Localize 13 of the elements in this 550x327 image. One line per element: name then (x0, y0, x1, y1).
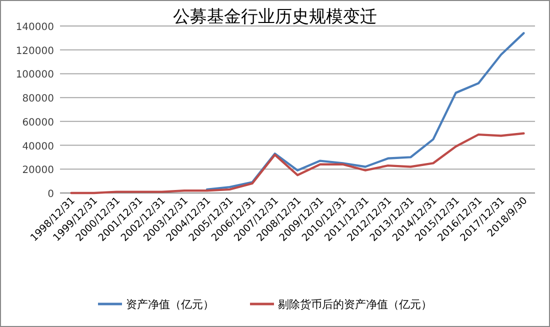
y-tick-label: 80000 (22, 94, 54, 105)
legend-label: 剔除货币后的资产净值（亿元） (278, 298, 432, 311)
y-tick-label: 120000 (16, 46, 54, 57)
y-tick-label: 60000 (22, 117, 54, 128)
y-tick-label: 40000 (22, 141, 54, 152)
line-series (70, 132, 525, 194)
chart-title: 公募基金行业历史规模变迁 (173, 7, 377, 27)
y-tick-label: 20000 (22, 165, 54, 176)
y-tick-label: 0 (48, 189, 54, 200)
legend-label: 资产净值（亿元） (126, 298, 214, 311)
y-tick-label: 140000 (16, 22, 54, 33)
line-series (206, 32, 525, 191)
y-tick-label: 100000 (16, 70, 54, 81)
